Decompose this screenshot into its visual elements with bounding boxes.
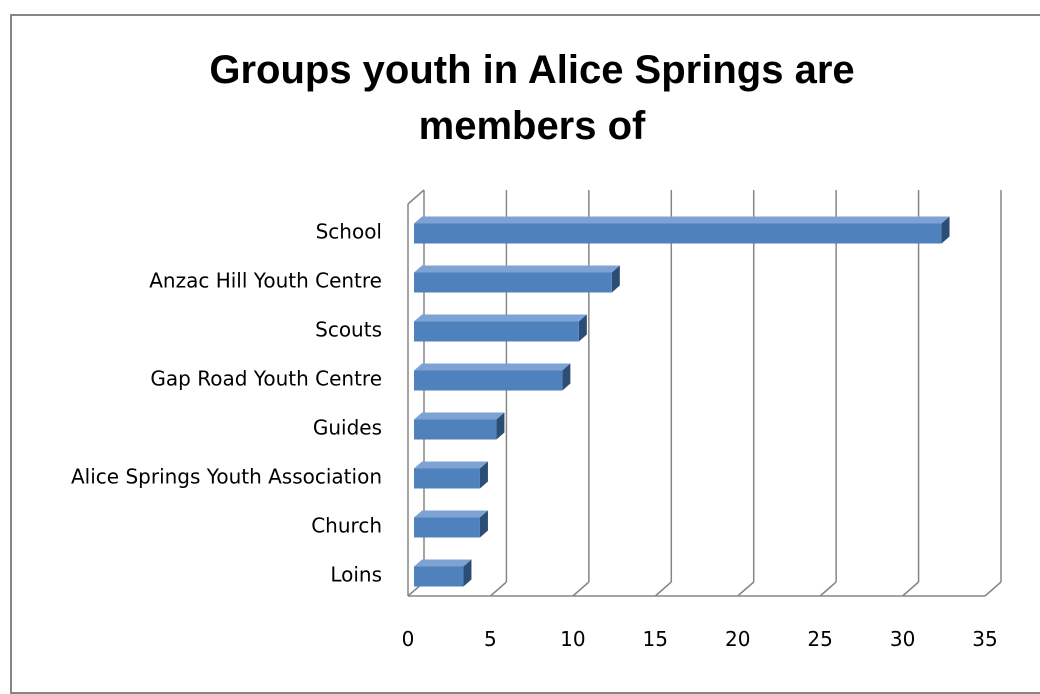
category-label: Gap Road Youth Centre <box>150 367 382 391</box>
gridline-floor <box>984 581 1002 597</box>
x-tick-label: 35 <box>972 627 997 651</box>
x-tick-label: 30 <box>890 627 915 651</box>
category-label: Anzac Hill Youth Centre <box>149 269 382 293</box>
x-tick-label: 15 <box>643 627 668 651</box>
bar-side <box>496 412 505 440</box>
chart-title-line-1: Groups youth in Alice Springs are <box>209 48 855 92</box>
bar-side <box>463 559 472 587</box>
category-label: Church <box>311 514 382 538</box>
bar <box>414 419 497 440</box>
gridline-floor <box>902 581 920 597</box>
x-tick-label: 25 <box>807 627 832 651</box>
x-tick-label: 10 <box>560 627 585 651</box>
bar-top <box>414 363 571 371</box>
bar-side <box>479 461 488 489</box>
chart-title-line-2: members of <box>418 104 646 148</box>
bar <box>414 517 480 538</box>
bar-top <box>414 510 488 518</box>
x-tick-label: 20 <box>725 627 750 651</box>
gridline-floor <box>819 581 837 597</box>
category-label: Alice Springs Youth Association <box>71 465 382 489</box>
bar-top <box>414 559 472 567</box>
axis-wall-top <box>407 189 425 205</box>
bar-top <box>414 216 950 224</box>
bar-side <box>941 216 950 244</box>
x-tick-label: 0 <box>402 627 415 651</box>
gridline-floor <box>489 581 507 597</box>
bar-top <box>414 412 505 420</box>
x-tick-label: 5 <box>484 627 497 651</box>
bar <box>414 370 563 391</box>
chart-area <box>10 14 1040 694</box>
bar <box>414 321 579 342</box>
category-label: Loins <box>330 563 382 587</box>
bar-side <box>611 265 620 293</box>
gridline-floor <box>737 581 755 597</box>
bar <box>414 468 480 489</box>
bar-side <box>562 363 571 391</box>
category-label: School <box>316 220 382 244</box>
bar-top <box>414 265 620 273</box>
category-label: Guides <box>313 416 382 440</box>
bar-side <box>578 314 587 342</box>
bar-top <box>414 461 488 469</box>
bar-side <box>479 510 488 538</box>
bar-chart: 0 5 10 15 20 25 30 35 School Anzac Hill Youth Cen… <box>71 189 1002 651</box>
gridline-floor <box>654 581 672 597</box>
bar <box>414 272 612 293</box>
bar-top <box>414 314 587 322</box>
gridline-floor <box>572 581 590 597</box>
bar <box>414 223 942 244</box>
category-label: Scouts <box>315 318 382 342</box>
chart-title: Groups youth in Alice Springs are member… <box>0 42 1040 154</box>
bar <box>414 566 464 587</box>
